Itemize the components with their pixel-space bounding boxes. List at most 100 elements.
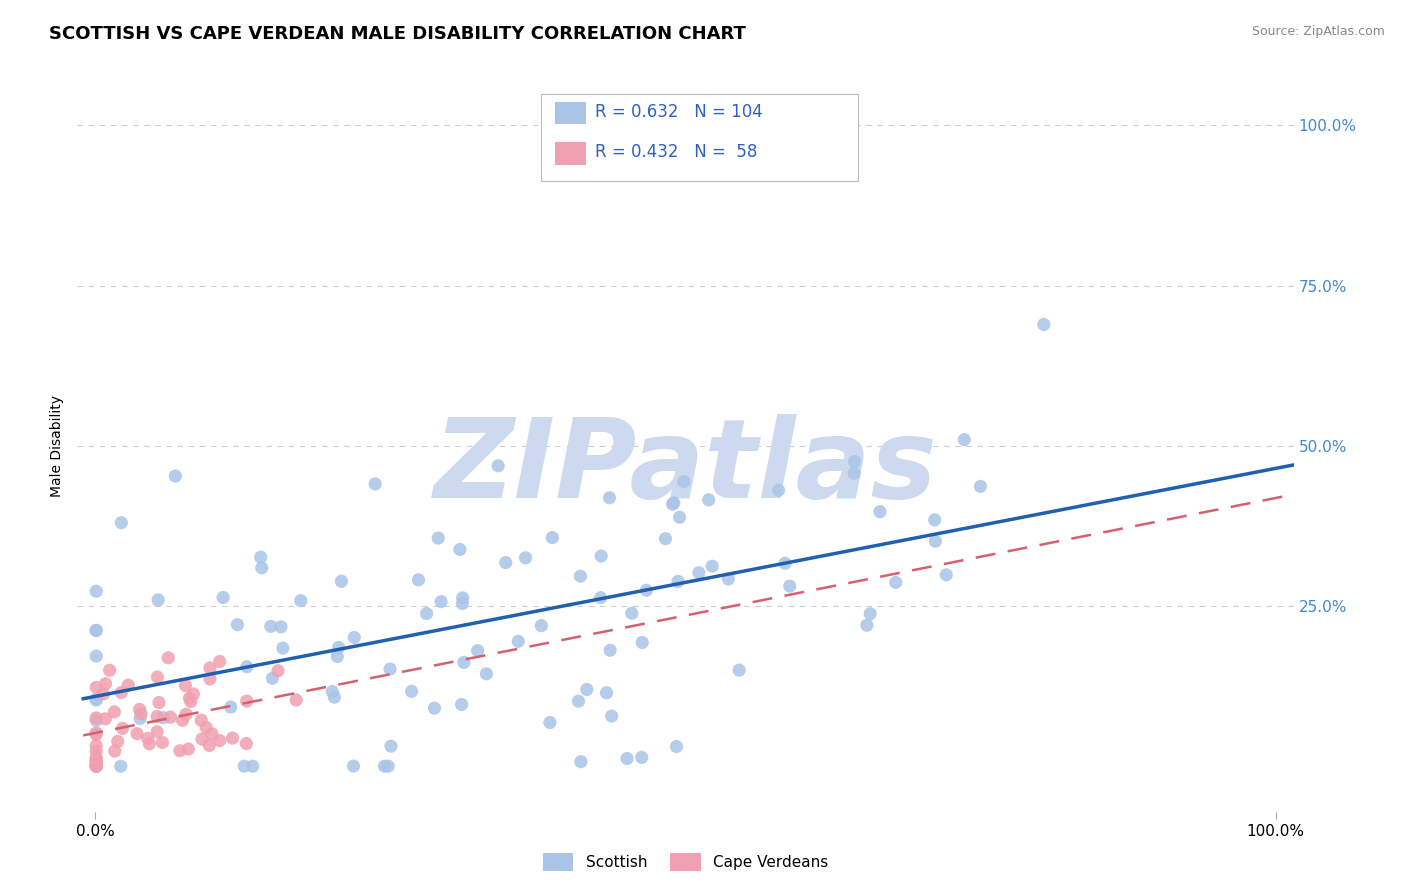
Point <box>169 744 191 758</box>
Point <box>408 573 430 587</box>
Point <box>453 656 475 670</box>
Point <box>328 640 350 655</box>
Point <box>630 750 652 764</box>
Point <box>662 496 685 510</box>
Point <box>110 759 132 773</box>
Point <box>449 542 471 557</box>
Point <box>208 655 231 669</box>
Point <box>702 559 724 574</box>
Point <box>768 483 790 498</box>
Point <box>631 635 654 649</box>
Point <box>221 731 243 745</box>
Point <box>157 650 180 665</box>
Point <box>138 737 160 751</box>
Point <box>859 607 882 621</box>
Point <box>249 550 271 565</box>
Point <box>290 593 312 607</box>
Point <box>110 516 132 530</box>
Point <box>575 682 598 697</box>
Point <box>236 659 259 673</box>
Point <box>668 510 690 524</box>
Point <box>773 556 796 570</box>
Point <box>219 700 242 714</box>
Point <box>104 744 127 758</box>
Point <box>844 455 866 469</box>
Point <box>595 686 617 700</box>
Point <box>688 566 710 580</box>
Point <box>672 475 695 489</box>
Point <box>128 702 150 716</box>
Point <box>208 733 231 747</box>
Point <box>475 666 498 681</box>
Point <box>84 745 107 759</box>
Point <box>94 712 117 726</box>
Point <box>654 532 676 546</box>
Point <box>538 715 561 730</box>
Point <box>84 648 107 663</box>
Point <box>666 574 689 589</box>
Point <box>869 505 891 519</box>
Point <box>84 754 107 768</box>
Point <box>84 759 107 773</box>
Point <box>620 606 643 620</box>
Point <box>569 569 592 583</box>
Legend: Scottish, Cape Verdeans: Scottish, Cape Verdeans <box>537 847 834 878</box>
Point <box>183 687 205 701</box>
Point <box>84 750 107 764</box>
Point <box>427 531 450 545</box>
Point <box>233 759 256 773</box>
Point <box>201 727 224 741</box>
Point <box>148 696 170 710</box>
Point <box>415 607 437 621</box>
Point <box>467 643 489 657</box>
Point <box>330 574 353 589</box>
Point <box>430 594 453 608</box>
Point <box>84 693 107 707</box>
Point <box>924 534 946 549</box>
Point <box>195 721 218 735</box>
Point <box>84 714 107 728</box>
Point <box>665 739 688 754</box>
Point <box>84 758 107 772</box>
Point <box>326 649 349 664</box>
Point <box>129 712 152 726</box>
Point <box>884 575 907 590</box>
Point <box>599 643 621 657</box>
Point <box>84 759 107 773</box>
Point <box>129 706 152 721</box>
Point <box>136 731 159 746</box>
Point <box>117 678 139 692</box>
Point <box>172 713 194 727</box>
Point <box>179 691 201 706</box>
Point <box>262 671 284 685</box>
Point <box>779 579 801 593</box>
Point <box>242 759 264 773</box>
Point <box>98 663 121 677</box>
Point <box>1032 318 1054 332</box>
Point <box>146 709 169 723</box>
Text: ZIPatlas: ZIPatlas <box>433 415 938 522</box>
Point <box>728 663 751 677</box>
Point <box>423 701 446 715</box>
Point <box>486 458 509 473</box>
Point <box>125 726 148 740</box>
Point <box>165 469 187 483</box>
Point <box>84 759 107 773</box>
Point <box>84 759 107 773</box>
Point <box>146 670 169 684</box>
Point <box>146 593 169 607</box>
Point <box>84 711 107 725</box>
Point <box>451 591 474 605</box>
Point <box>111 722 134 736</box>
Point <box>270 620 292 634</box>
Point <box>450 698 472 712</box>
Point <box>93 687 115 701</box>
Point <box>84 753 107 767</box>
Point <box>198 672 221 686</box>
Point <box>569 755 592 769</box>
Point <box>103 705 125 719</box>
Point <box>591 549 613 563</box>
Point <box>180 694 202 708</box>
Point <box>377 759 399 773</box>
Point <box>343 631 366 645</box>
